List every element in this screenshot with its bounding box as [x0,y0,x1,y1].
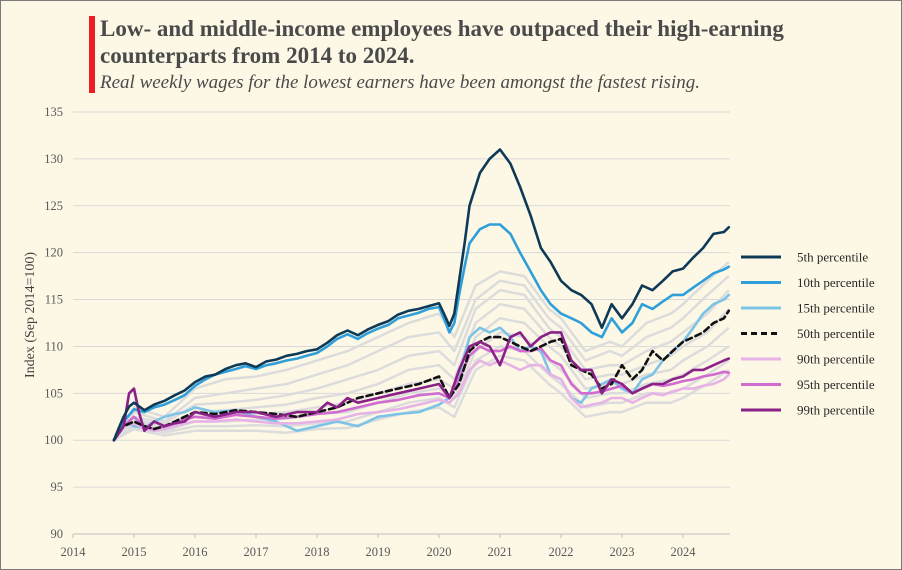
series-line-15th-percentile [112,293,731,442]
y-tick-label: 110 [45,339,63,353]
legend-label: 10th percentile [797,275,875,290]
x-tick-label: 2014 [61,545,87,559]
series-line-90th-percentile [112,359,731,442]
legend-label: 15th percentile [797,301,875,316]
y-tick-label: 90 [51,527,64,541]
chart-subtitle: Real weekly wages for the lowest earners… [100,72,700,93]
series-line-50th-percentile [112,309,731,442]
x-tick-label: 2016 [183,545,208,559]
series-line-99th-percentile [112,331,731,442]
x-tick-label: 2021 [488,545,513,559]
y-tick-label: 130 [44,152,63,166]
x-tick-label: 2017 [244,545,269,559]
chart-title: Low- and middle-income employees have ou… [100,16,784,68]
y-tick-label: 105 [44,386,63,400]
legend: 5th percentile 10th percentile 15th percen… [741,250,875,418]
legend-label: 95th percentile [797,377,875,392]
y-tick-label: 135 [44,105,63,119]
y-tick-label: 100 [44,433,63,447]
x-tick-label: 2015 [122,545,147,559]
background-series-line [112,261,730,441]
legend-label: 90th percentile [797,352,875,367]
x-tick-label: 2019 [366,545,391,559]
series-line-5th-percentile [112,148,731,442]
y-tick-label: 125 [44,199,63,213]
legend-label: 50th percentile [797,326,875,341]
series-line-10th-percentile [112,223,731,442]
x-tick-label: 2023 [610,545,635,559]
x-tick-label: 2020 [427,545,452,559]
y-tick-label: 120 [44,246,63,260]
main-series [112,148,731,442]
background-series-line [113,302,730,442]
background-series-line [113,354,730,442]
x-tick-label: 2022 [549,545,574,559]
title-accent-bar [89,16,95,93]
background-series-line [112,275,730,441]
y-tick-label: 115 [45,293,63,307]
y-axis-ticks: 90 95 100 105 110 115 120 125 130 135 [44,105,63,541]
legend-label: 99th percentile [797,403,875,418]
background-series-line [113,345,730,442]
x-axis-ticks: 2014 2015 2016 2017 2018 2019 2020 2021 2022 2023… [61,533,730,559]
y-tick-label: 95 [51,480,64,494]
y-axis-label: Index (Sep 2014=100) [23,252,38,378]
legend-label: 5th percentile [797,250,868,265]
background-series-line [112,288,730,442]
x-tick-label: 2024 [671,545,697,559]
x-tick-label: 2018 [305,545,330,559]
